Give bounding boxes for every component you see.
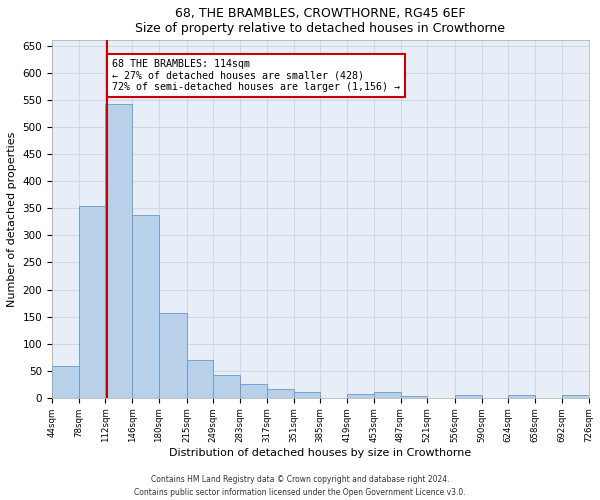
Bar <box>347 394 374 398</box>
Bar <box>455 395 482 398</box>
Bar <box>240 384 267 398</box>
Bar <box>374 392 401 398</box>
Y-axis label: Number of detached properties: Number of detached properties <box>7 132 17 307</box>
Bar <box>79 206 106 398</box>
Bar <box>159 313 187 398</box>
X-axis label: Distribution of detached houses by size in Crowthorne: Distribution of detached houses by size … <box>169 448 472 458</box>
Bar <box>293 392 320 398</box>
Bar <box>401 396 427 398</box>
Bar <box>52 366 79 398</box>
Bar <box>106 104 132 398</box>
Bar <box>213 375 240 398</box>
Title: 68, THE BRAMBLES, CROWTHORNE, RG45 6EF
Size of property relative to detached hou: 68, THE BRAMBLES, CROWTHORNE, RG45 6EF S… <box>135 7 505 35</box>
Bar <box>267 388 293 398</box>
Bar <box>562 395 589 398</box>
Text: 68 THE BRAMBLES: 114sqm
← 27% of detached houses are smaller (428)
72% of semi-d: 68 THE BRAMBLES: 114sqm ← 27% of detache… <box>112 59 400 92</box>
Text: Contains HM Land Registry data © Crown copyright and database right 2024.
Contai: Contains HM Land Registry data © Crown c… <box>134 476 466 497</box>
Bar <box>187 360 213 398</box>
Bar <box>132 215 159 398</box>
Bar <box>508 395 535 398</box>
